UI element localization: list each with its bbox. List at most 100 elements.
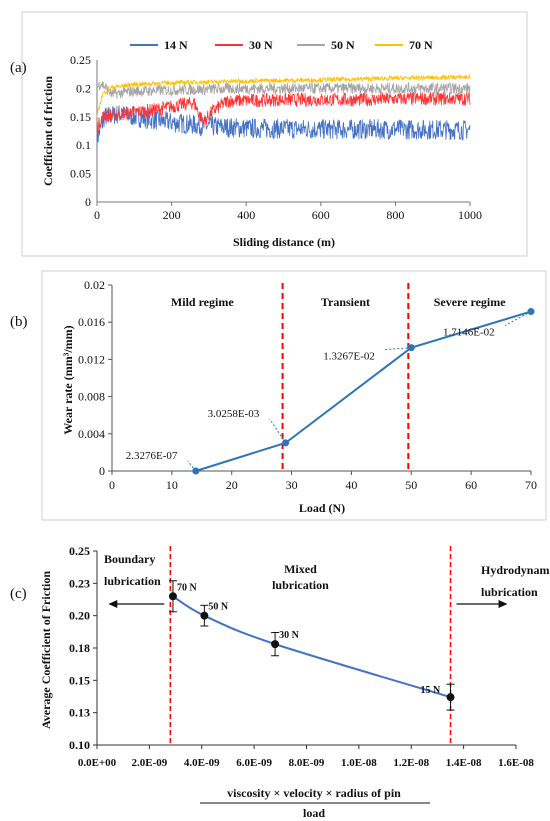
panel-c-x-tick-label: 8.0E-09 [289, 757, 325, 769]
panel-b-y-tick-label: 0.02 [84, 278, 105, 292]
panel-b-data-label-leader [504, 311, 532, 326]
panel-a-label: (a) [10, 60, 27, 76]
panel-c-point-label: 30 N [279, 630, 300, 641]
panel-b-data-label: 1.7146E-02 [443, 327, 495, 339]
panel-c-x-label-denominator: load [303, 806, 325, 820]
panel-c-y-tick-label: 0.18 [69, 641, 90, 655]
panel-c-x-tick-label: 2.0E-09 [132, 757, 168, 769]
panel-c-regions: Boundary lubrication Mixed lubrication Hydro… [104, 546, 550, 745]
panel-a-border [21, 11, 528, 257]
panel-c-y-label: Average Coefficient of Friction [39, 571, 53, 729]
panel-b-series: 2.3276E-07 3.0258E-03 1.3267E-02 1.7146E-02 [126, 308, 535, 475]
panel-c-region-label: Mixed [284, 562, 317, 576]
panel-a-x-label: Sliding distance (m) [233, 235, 335, 249]
panel-c-x-tick-label: 1.0E-08 [341, 757, 377, 769]
panel-a-y-label: Coefficient of friction [41, 76, 55, 186]
panel-a-y-tick-label: 0.15 [70, 110, 91, 124]
panel-c-x-tick-label: 0.0E+00 [78, 757, 117, 769]
panel-b-x-tick-label: 60 [465, 478, 477, 492]
panel-b-regime-label: Transient [321, 295, 370, 309]
panel-a-x-axis: 0 200 400 600 800 1000 [94, 201, 482, 222]
panel-a-series-line [96, 73, 471, 118]
panel-c-x-tick-label: 1.4E-08 [446, 757, 482, 769]
panel-b-x-label: Load (N) [299, 501, 345, 515]
panel-c-region-label: Hydrodynamic [481, 563, 550, 577]
panel-b-y-tick-label: 0.016 [78, 315, 105, 329]
panel-a-series-line [96, 105, 471, 150]
panel-a-series [96, 73, 471, 150]
panel-c-x-tick-label: 4.0E-09 [184, 757, 220, 769]
panel-b-y-axis: 0 0.004 0.008 0.012 0.016 0.02 [78, 278, 113, 478]
panel-c-y-tick-label: 0.23 [69, 576, 90, 590]
panel-c-x-axis: 0.0E+00 2.0E-09 4.0E-09 6.0E-09 8.0E-09 1.0E-… [78, 744, 534, 769]
panel-a-x-tick-label: 0 [94, 208, 100, 222]
panel-a-series-line [96, 81, 471, 100]
panel-a-x-tick-label: 400 [237, 208, 255, 222]
panel-c-x-label-numerator: viscosity × velocity × radius of pin [227, 786, 401, 800]
panel-b-regimes: Mild regime Transient Severe regime [171, 283, 506, 471]
panel-b-series-line [195, 310, 532, 472]
panel-a-y-tick-label: 0.25 [70, 53, 91, 67]
panel-b-y-tick-label: 0.004 [78, 427, 105, 441]
panel-b-x-axis: 0 10 20 30 40 50 60 70 [109, 470, 537, 492]
panel-b-y-tick-label: 0.008 [78, 390, 105, 404]
panel-c-data-point [446, 693, 455, 702]
panel-c-data-point [200, 611, 209, 620]
panel-b-border [41, 270, 547, 521]
panel-c-trend-curve [172, 595, 451, 699]
panel-c-region-label: Boundary [104, 552, 155, 566]
panel-c-point-label: 50 N [208, 602, 229, 613]
panel-b-data-label: 2.3276E-07 [126, 450, 178, 462]
panel-c-point-label: 15 N [421, 685, 442, 696]
panel-a-legend: 14 N 30 N 50 N 70 N [130, 38, 433, 52]
panel-b-data-label: 1.3267E-02 [323, 351, 375, 363]
panel-b-regime-label: Severe regime [434, 295, 507, 309]
panel-a-legend-label: 50 N [331, 38, 355, 52]
panel-c-region-label: lubrication [272, 578, 329, 592]
panel-b-x-tick-label: 0 [109, 478, 115, 492]
panel-c-y-tick-label: 0.15 [69, 673, 90, 687]
panel-a-legend-label: 70 N [409, 38, 433, 52]
panel-b-data-label-leader [385, 347, 412, 351]
panel-a: (a) 14 N 30 N 50 N 70 N 0 0.05 0.1 0.15 0.2 0.25… [10, 11, 528, 257]
panel-a-y-axis: 0 0.05 0.1 0.15 0.2 0.25 [70, 53, 98, 209]
panel-b-x-tick-label: 20 [226, 478, 238, 492]
panel-c-label: (c) [10, 586, 27, 602]
panel-a-x-tick-label: 200 [163, 208, 181, 222]
panel-c-region-label: lubrication [104, 574, 161, 588]
panel-b-x-tick-label: 40 [345, 478, 357, 492]
panel-b-data-label-leader [187, 460, 197, 472]
panel-c-y-tick-label: 0.20 [69, 609, 90, 623]
panel-a-legend-label: 14 N [164, 38, 188, 52]
panel-b: (b) 0 0.004 0.008 0.012 0.016 0.02 0 10 20 30 40 5… [10, 270, 547, 521]
panel-c-y-tick-label: 0.25 [69, 544, 90, 558]
panel-b-y-tick-label: 0.012 [78, 352, 105, 366]
panel-a-x-tick-label: 800 [386, 208, 404, 222]
panel-c-hydrodynamic-arrow-head [498, 600, 508, 608]
panel-c-data-point [168, 592, 177, 601]
panel-c-boundary-arrow-head [108, 600, 118, 608]
panel-c-y-tick-label: 0.10 [69, 738, 90, 752]
panel-c-region-label: lubrication [481, 585, 538, 599]
panel-c-x-tick-label: 1.2E-08 [393, 757, 429, 769]
panel-b-label: (b) [10, 314, 28, 330]
panel-c-x-tick-label: 1.6E-08 [498, 757, 534, 769]
panel-b-x-tick-label: 30 [286, 478, 298, 492]
panel-b-x-tick-label: 50 [405, 478, 417, 492]
panel-b-data-label: 3.0258E-03 [208, 408, 260, 420]
panel-c-y-tick-label: 0.13 [69, 706, 90, 720]
panel-b-y-tick-label: 0 [99, 464, 105, 478]
panel-b-x-tick-label: 70 [525, 478, 537, 492]
panel-c-x-tick-label: 6.0E-09 [236, 757, 272, 769]
panel-c-data-point [271, 640, 280, 649]
panel-a-y-tick-label: 0.2 [76, 81, 91, 95]
panel-c-y-axis: 0.10 0.13 0.15 0.18 0.20 0.23 0.25 [69, 544, 98, 752]
panel-a-legend-label: 30 N [249, 38, 273, 52]
panel-c-series: 70 N 50 N 30 N 15 N [168, 580, 455, 711]
panel-a-y-tick-label: 0.1 [76, 138, 91, 152]
panel-a-y-tick-label: 0 [85, 195, 91, 209]
panel-b-regime-label: Mild regime [171, 295, 234, 309]
panel-a-x-tick-label: 1000 [458, 208, 482, 222]
panel-a-x-tick-label: 600 [312, 208, 330, 222]
